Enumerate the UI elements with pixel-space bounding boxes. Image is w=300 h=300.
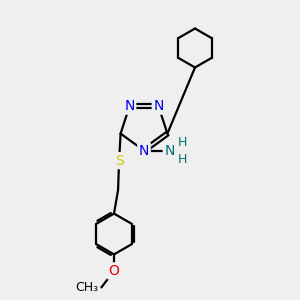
Text: S: S xyxy=(115,154,124,168)
Text: N: N xyxy=(153,99,164,113)
Text: N: N xyxy=(139,144,149,158)
Text: N: N xyxy=(124,99,135,113)
Text: O: O xyxy=(109,264,119,278)
Text: N: N xyxy=(164,144,175,158)
Text: H: H xyxy=(177,136,187,149)
Text: CH₃: CH₃ xyxy=(75,281,98,294)
Text: H: H xyxy=(177,152,187,166)
